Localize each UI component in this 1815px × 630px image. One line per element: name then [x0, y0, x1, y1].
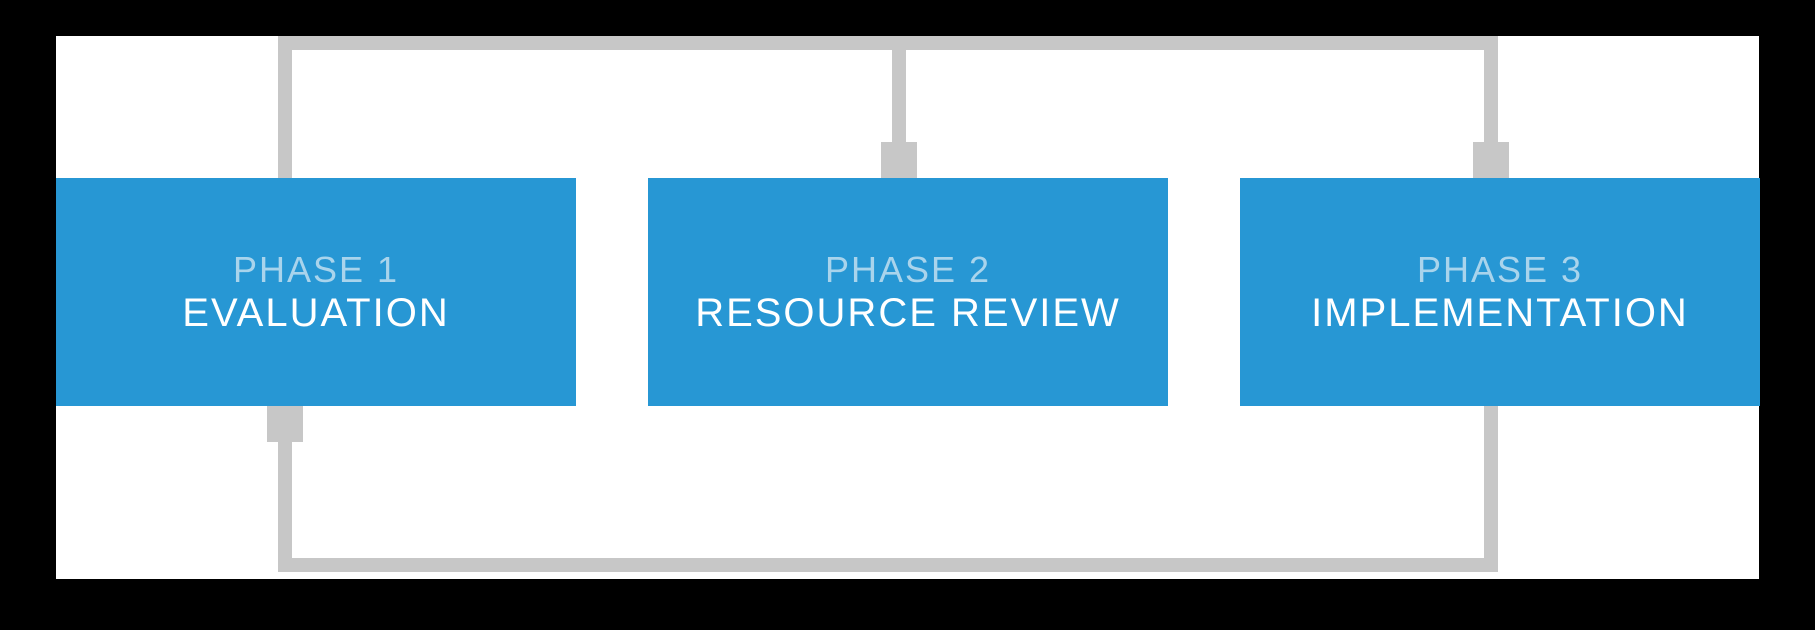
phase-2-box: PHASE 2 RESOURCE REVIEW	[648, 178, 1168, 406]
connector-top-2-endcap	[1473, 142, 1509, 178]
phase-3-title: IMPLEMENTATION	[1311, 291, 1689, 336]
phase-3-box: PHASE 3 IMPLEMENTATION	[1240, 178, 1760, 406]
phase-1-title: EVALUATION	[182, 291, 449, 336]
phase-3-label: PHASE 3	[1417, 249, 1583, 291]
connector-top-1-up-left	[278, 43, 292, 178]
connector-bottom-endcap	[267, 406, 303, 442]
connector-bottom-up-left	[278, 424, 292, 565]
connector-top-2-horiz	[892, 36, 1498, 50]
connector-bottom-horiz	[278, 558, 1498, 572]
phase-1-box: PHASE 1 EVALUATION	[56, 178, 576, 406]
connector-top-2-up-left	[892, 43, 906, 178]
phase-2-title: RESOURCE REVIEW	[695, 291, 1121, 336]
phase-2-label: PHASE 2	[825, 249, 991, 291]
connector-bottom-down-right	[1484, 406, 1498, 565]
phase-1-label: PHASE 1	[233, 249, 399, 291]
connector-top-1-horiz	[278, 36, 906, 50]
